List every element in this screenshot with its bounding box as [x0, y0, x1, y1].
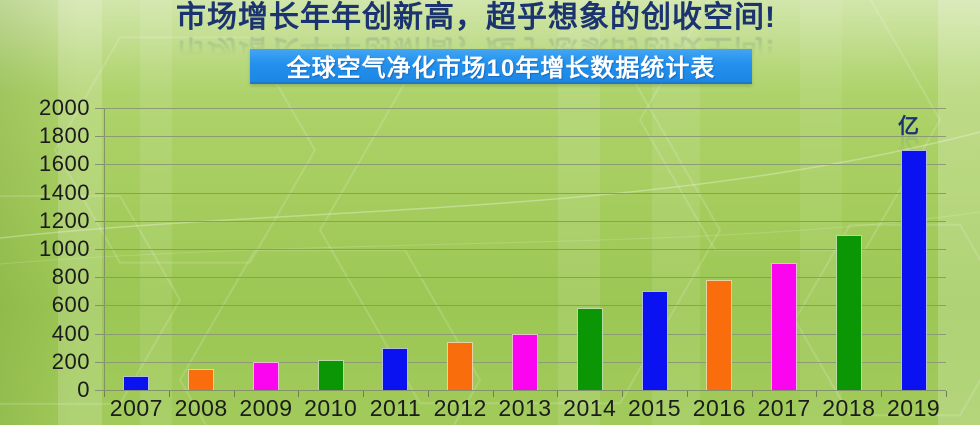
x-axis-tick [492, 391, 494, 397]
y-axis-tick [95, 361, 104, 363]
bar-2016 [706, 280, 733, 390]
bar-2007 [123, 375, 150, 390]
y-axis-tick [95, 305, 104, 307]
x-axis-tick [233, 391, 235, 397]
chart-subtitle-text: 全球空气净化市场10年增长数据统计表 [286, 55, 716, 82]
y-axis-tick-label: 1800 [39, 123, 90, 149]
y-axis-tick [95, 220, 104, 222]
x-axis-tick-label: 2011 [369, 395, 422, 421]
x-axis-tick [298, 391, 300, 397]
bar-2013 [512, 333, 538, 390]
y-axis-tick-label: 200 [51, 348, 90, 374]
x-axis-tick-label: 2007 [109, 395, 163, 421]
y-axis-tick [95, 164, 104, 166]
bar-2017 [771, 263, 798, 390]
y-axis-tick-label: 600 [51, 292, 90, 318]
chart-subtitle-banner: 全球空气净化市场10年增长数据统计表 [250, 49, 752, 84]
y-axis-tick [95, 333, 104, 335]
x-axis-tick-label: 2016 [692, 395, 746, 421]
bar-2009 [252, 361, 279, 390]
y-axis-tick-label: 800 [51, 264, 90, 290]
y-axis-line [104, 108, 105, 396]
x-axis-tick [686, 391, 688, 397]
page-title: 市场增长年年创新高，超乎想象的创收空间! [0, 2, 952, 34]
bar-2010 [317, 360, 344, 390]
bar-2014 [576, 308, 603, 390]
x-axis-tick [168, 391, 170, 397]
bar-2012 [447, 342, 474, 390]
gridline [104, 136, 946, 138]
x-axis-tick [427, 391, 429, 397]
x-axis-tick-label: 2014 [563, 395, 617, 421]
x-axis-tick [751, 391, 753, 397]
y-axis-tick-label: 1000 [39, 236, 90, 261]
x-axis-tick [946, 391, 947, 397]
bar-2008 [188, 368, 215, 390]
y-axis-tick [95, 136, 104, 138]
y-axis-tick-label: 1600 [39, 151, 90, 177]
x-axis-tick-label: 2010 [304, 395, 358, 421]
y-axis-tick-label: 400 [51, 320, 90, 346]
y-axis-tick [95, 277, 104, 279]
gridline [104, 108, 946, 109]
x-axis-labels: 2007 2008 2009 2010 2011 2012 2013 2014 2015 2016… [104, 395, 946, 423]
bar-2018 [835, 234, 862, 390]
plot-area: 亿 亿 [95, 108, 947, 397]
x-axis-tick [104, 391, 105, 397]
x-axis-tick-label: 2015 [627, 395, 682, 421]
y-axis-tick-label: 1400 [39, 179, 90, 205]
y-axis-tick-label: 1200 [39, 207, 90, 233]
x-axis-tick [816, 391, 818, 397]
x-axis-tick [881, 391, 883, 397]
x-axis-tick-label: 2012 [433, 395, 487, 421]
bar-2019 [900, 150, 927, 390]
y-axis-tick [95, 192, 104, 194]
unit-label: 亿 [898, 115, 919, 138]
gridline [104, 249, 946, 250]
y-axis-tick [95, 249, 104, 250]
gridline [104, 305, 946, 307]
x-axis-tick-label: 2008 [174, 395, 228, 421]
x-axis-tick-label: 2009 [239, 395, 293, 421]
page-title-text: 市场增长年年创新高，超乎想象的创收空间! [176, 1, 776, 34]
gridline [104, 277, 946, 279]
gridline [104, 192, 946, 194]
x-axis-line [104, 390, 946, 391]
x-axis-tick-label: 2018 [822, 395, 876, 421]
y-axis-tick-label: 0 [77, 377, 90, 402]
bar-2011 [382, 347, 409, 390]
x-axis-tick-label: 2017 [757, 395, 811, 421]
bar-2015 [641, 291, 668, 390]
gridline [104, 164, 946, 166]
x-axis-tick [622, 391, 624, 397]
x-axis-tick [557, 391, 559, 397]
y-axis-tick-label: 2000 [39, 95, 90, 120]
y-axis-tick [95, 390, 104, 391]
y-axis-tick [95, 108, 104, 109]
x-axis-tick-label: 2019 [887, 395, 941, 421]
gridline [104, 220, 946, 222]
x-axis-tick-label: 2013 [498, 395, 552, 421]
x-axis-tick [363, 391, 365, 397]
y-axis-labels: 0 200 400 600 800 1000 1200 1400 1600 1800 2000 [0, 96, 90, 402]
